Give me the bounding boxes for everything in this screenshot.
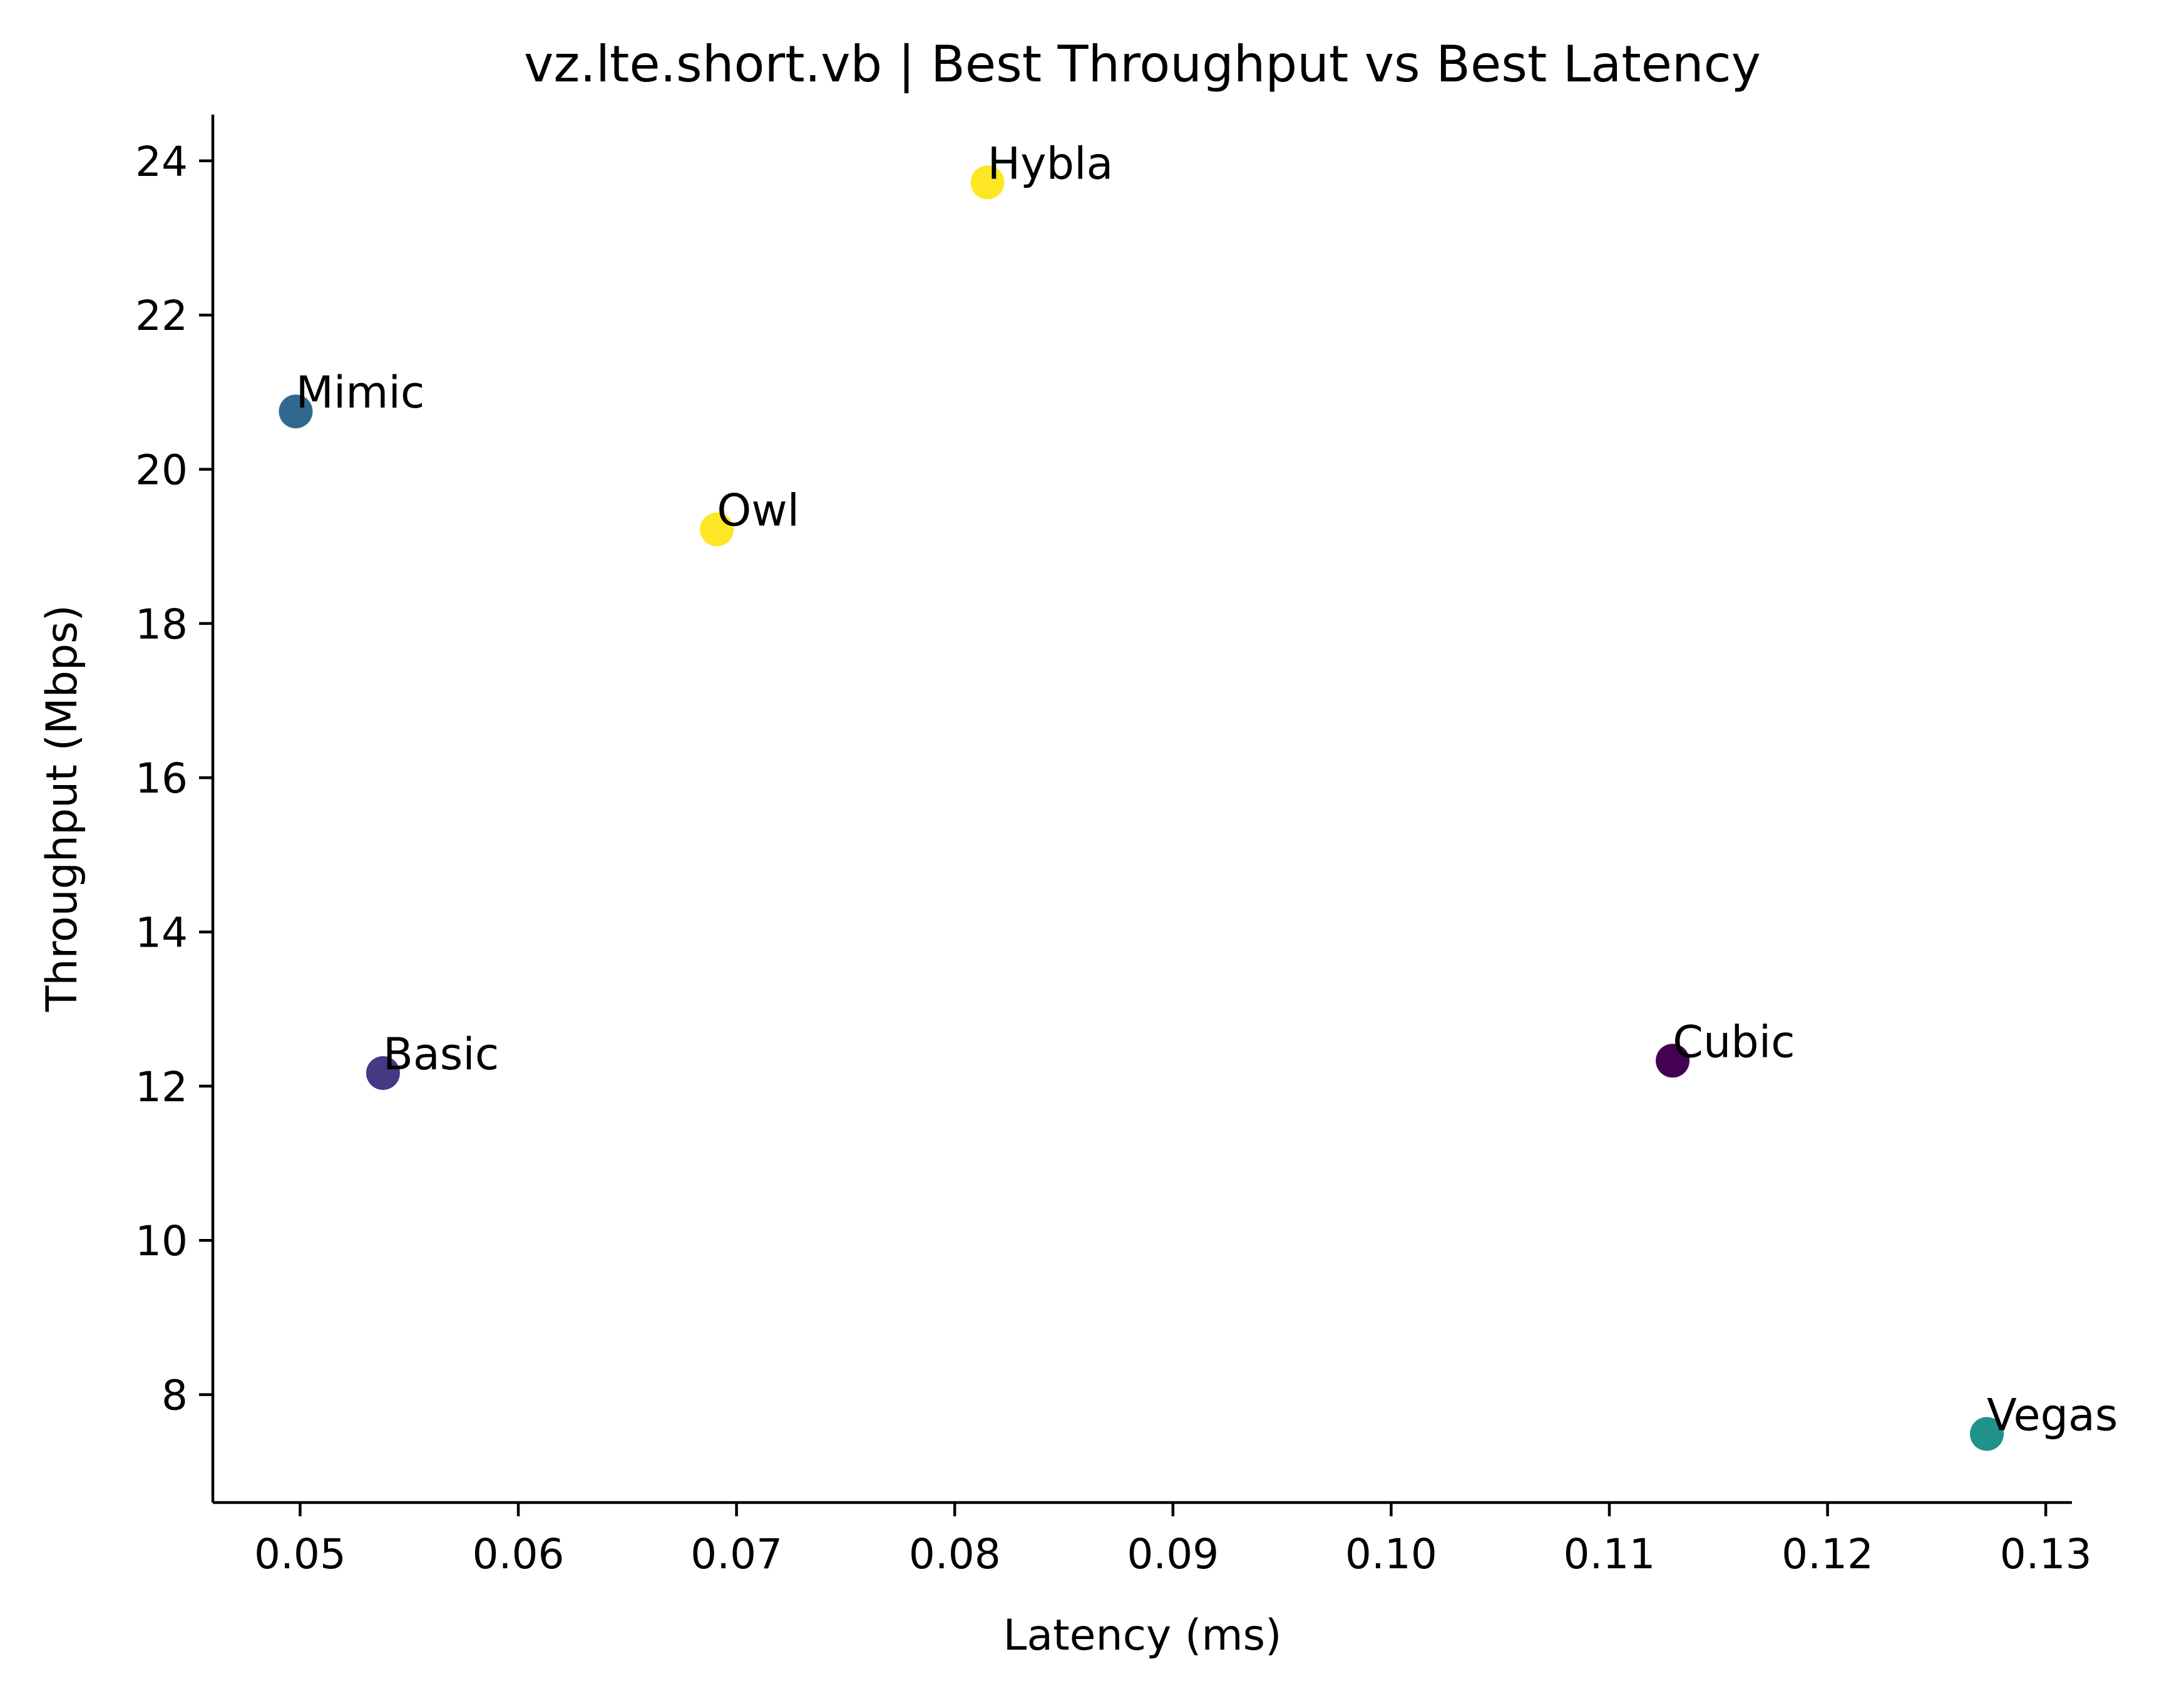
y-tick-label: 12 bbox=[135, 1063, 188, 1111]
x-tick-label: 0.07 bbox=[690, 1530, 782, 1578]
x-tick-label: 0.13 bbox=[2000, 1530, 2092, 1578]
y-tick-label: 24 bbox=[135, 138, 188, 186]
y-tick-label: 20 bbox=[135, 446, 188, 495]
x-tick-label: 0.10 bbox=[1345, 1530, 1437, 1578]
x-axis-ticks: 0.05 0.06 0.07 0.08 0.09 0.10 0.11 0.12 0.13 bbox=[254, 1503, 2092, 1578]
y-axis-ticks: 8 10 12 14 16 18 20 22 24 bbox=[135, 138, 213, 1420]
y-tick-label: 22 bbox=[135, 292, 188, 340]
data-point-label: Owl bbox=[717, 485, 799, 537]
x-tick-label: 0.08 bbox=[909, 1530, 1001, 1578]
data-points: Hybla Mimic Owl Basic Cubic Vegas bbox=[279, 138, 2118, 1451]
data-point-label: Mimic bbox=[295, 367, 424, 418]
data-point-label: Cubic bbox=[1673, 1016, 1795, 1067]
y-tick-label: 10 bbox=[135, 1217, 188, 1265]
data-point bbox=[366, 1056, 400, 1090]
data-point-label: Hybla bbox=[988, 138, 1114, 189]
x-tick-label: 0.06 bbox=[473, 1530, 565, 1578]
y-axis-label: Throughput (Mbps) bbox=[38, 605, 87, 1012]
data-point-label: Vegas bbox=[1987, 1389, 2118, 1441]
chart-title: vz.lte.short.vb | Best Throughput vs Bes… bbox=[524, 35, 1761, 94]
data-point bbox=[1970, 1417, 2004, 1451]
x-tick-label: 0.09 bbox=[1127, 1530, 1219, 1578]
y-tick-label: 16 bbox=[135, 754, 188, 803]
data-point bbox=[700, 512, 734, 547]
x-tick-label: 0.05 bbox=[254, 1530, 346, 1578]
data-point bbox=[279, 394, 313, 429]
y-tick-label: 14 bbox=[135, 909, 188, 957]
data-point-label: Basic bbox=[383, 1029, 499, 1080]
x-tick-label: 0.12 bbox=[1782, 1530, 1874, 1578]
x-tick-label: 0.11 bbox=[1564, 1530, 1656, 1578]
data-point bbox=[1656, 1044, 1690, 1078]
y-tick-label: 18 bbox=[135, 600, 188, 649]
data-point bbox=[970, 165, 1005, 200]
y-tick-label: 8 bbox=[161, 1372, 188, 1420]
x-axis-label: Latency (ms) bbox=[1003, 1611, 1281, 1660]
